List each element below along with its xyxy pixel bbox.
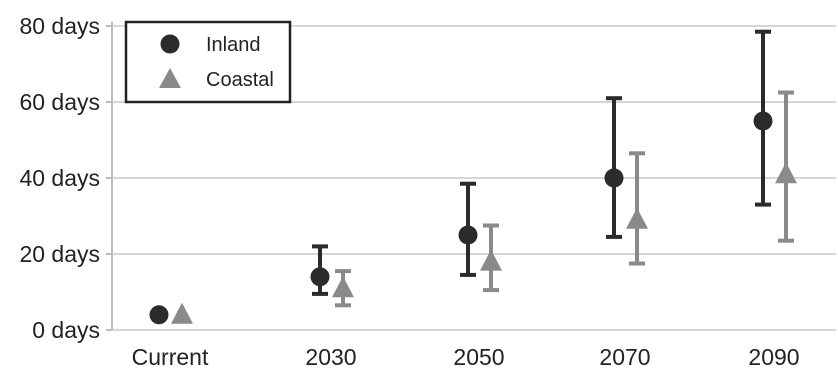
x-tick-label: 2050 [453, 344, 504, 370]
y-tick-label: 20 days [19, 241, 100, 267]
y-tick-label: 40 days [19, 165, 100, 191]
y-axis: 0 days 20 days 40 days 60 days 80 days [19, 13, 113, 343]
legend-label-inland: Inland [206, 34, 261, 56]
legend: Inland Coastal [124, 20, 292, 104]
x-tick-label: 2070 [599, 344, 650, 370]
data-point-coastal [332, 276, 354, 298]
data-point-coastal [775, 162, 797, 184]
legend-box [124, 20, 292, 104]
x-tick-label: 2030 [305, 344, 356, 370]
data-point-coastal [171, 302, 193, 324]
y-tick-label: 80 days [19, 13, 100, 39]
y-tick-label: 60 days [19, 89, 100, 115]
legend-marker-coastal [159, 68, 181, 88]
x-tick-label: Current [132, 344, 209, 370]
legend-marker-inland [160, 34, 180, 54]
data-point-coastal [480, 249, 502, 271]
data-point-inland [149, 305, 169, 325]
data-point-inland [458, 225, 478, 245]
x-axis: Current 2030 2050 2070 2090 [132, 344, 800, 370]
data-point-inland [753, 111, 773, 131]
legend-label-coastal: Coastal [206, 69, 274, 91]
x-tick-label: 2090 [748, 344, 799, 370]
y-tick-label: 0 days [32, 317, 100, 343]
data-point-inland [604, 168, 624, 188]
data-point-inland [310, 267, 330, 287]
plot-area [149, 29, 797, 325]
data-point-coastal [626, 207, 648, 229]
